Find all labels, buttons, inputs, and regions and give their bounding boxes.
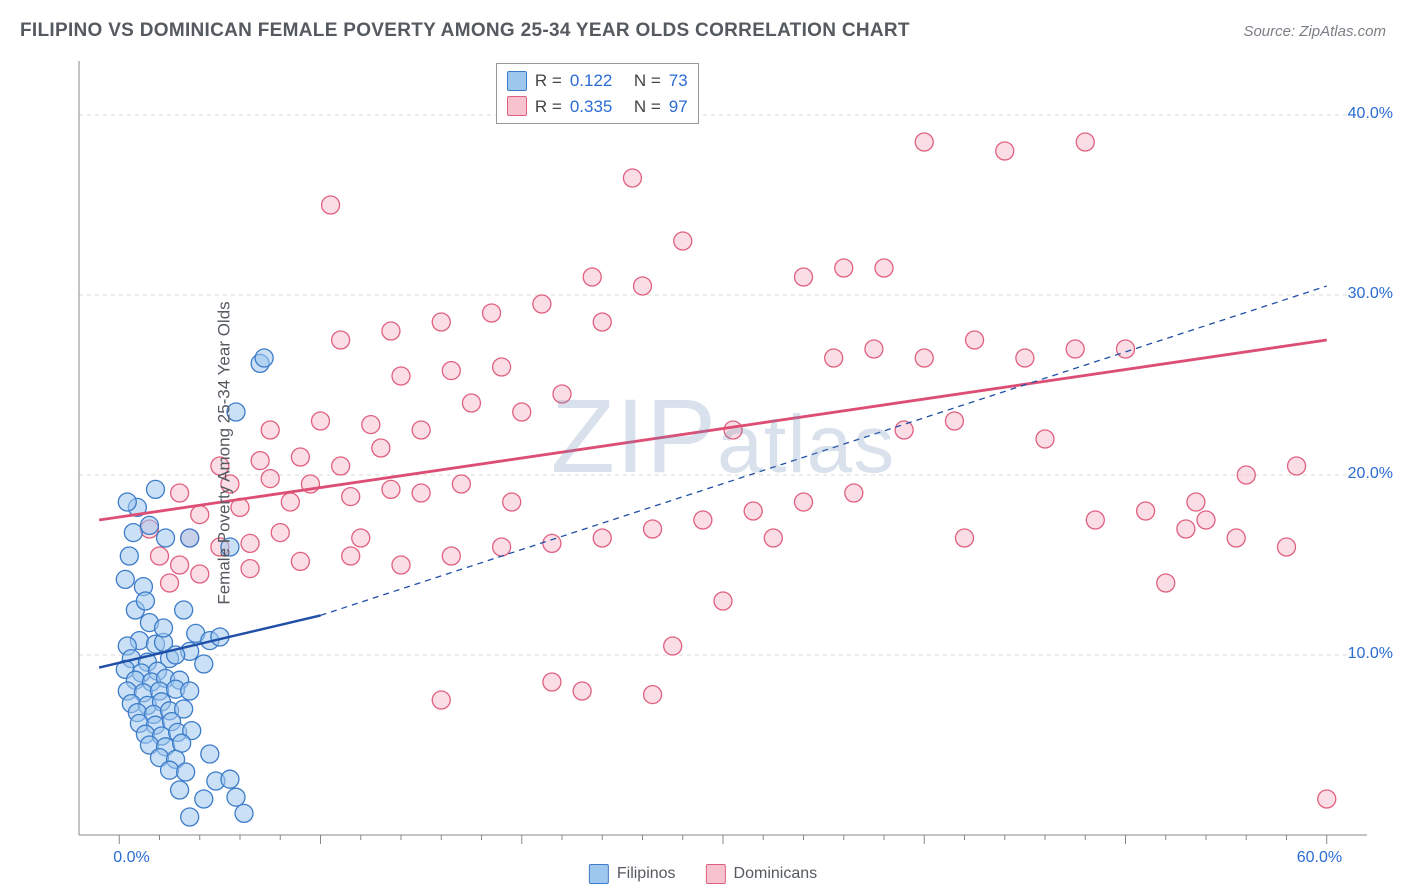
- bottom-legend: Filipinos Dominicans: [589, 864, 817, 884]
- stats-n-label: N =: [634, 68, 661, 94]
- y-tick-label: 30.0%: [1348, 285, 1393, 303]
- legend-label-dominicans: Dominicans: [734, 865, 818, 883]
- stats-row: R = 0.335 N = 97: [507, 94, 688, 120]
- stats-swatch: [507, 71, 527, 91]
- y-tick-label: 40.0%: [1348, 105, 1393, 123]
- chart-title: FILIPINO VS DOMINICAN FEMALE POVERTY AMO…: [20, 20, 910, 42]
- stats-n-label: N =: [634, 94, 661, 120]
- legend-label-filipinos: Filipinos: [617, 865, 676, 883]
- chart-svg: [55, 55, 1391, 850]
- stats-swatch: [507, 96, 527, 116]
- stats-r-label: R =: [535, 94, 562, 120]
- legend-item-dominicans: Dominicans: [706, 864, 818, 884]
- y-axis-label: Female Poverty Among 25-34 Year Olds: [215, 301, 235, 604]
- chart-plot-area: Female Poverty Among 25-34 Year Olds ZIP…: [55, 55, 1391, 850]
- y-tick-label: 20.0%: [1348, 465, 1393, 483]
- source-attribution: Source: ZipAtlas.com: [1243, 23, 1386, 40]
- legend-swatch-dominicans: [706, 864, 726, 884]
- stats-r-label: R =: [535, 68, 562, 94]
- stats-n-value: 97: [669, 94, 688, 120]
- stats-row: R = 0.122 N = 73: [507, 68, 688, 94]
- x-tick-label: 60.0%: [1297, 849, 1342, 867]
- stats-n-value: 73: [669, 68, 688, 94]
- x-tick-label: 0.0%: [113, 849, 149, 867]
- legend-item-filipinos: Filipinos: [589, 864, 676, 884]
- stats-r-value: 0.335: [570, 94, 626, 120]
- y-tick-label: 10.0%: [1348, 645, 1393, 663]
- stats-r-value: 0.122: [570, 68, 626, 94]
- correlation-stats-box: R = 0.122 N = 73 R = 0.335 N = 97: [496, 63, 699, 124]
- legend-swatch-filipinos: [589, 864, 609, 884]
